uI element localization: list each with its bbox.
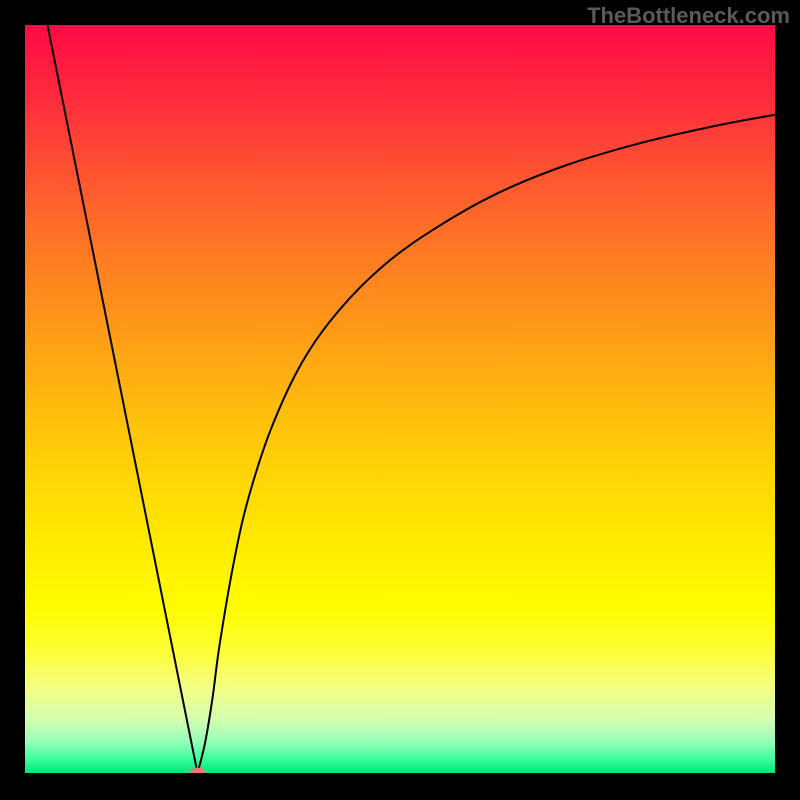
chart-container: TheBottleneck.com (0, 0, 800, 800)
watermark-text: TheBottleneck.com (587, 3, 790, 29)
plot-area (25, 25, 775, 773)
chart-svg (25, 25, 775, 773)
